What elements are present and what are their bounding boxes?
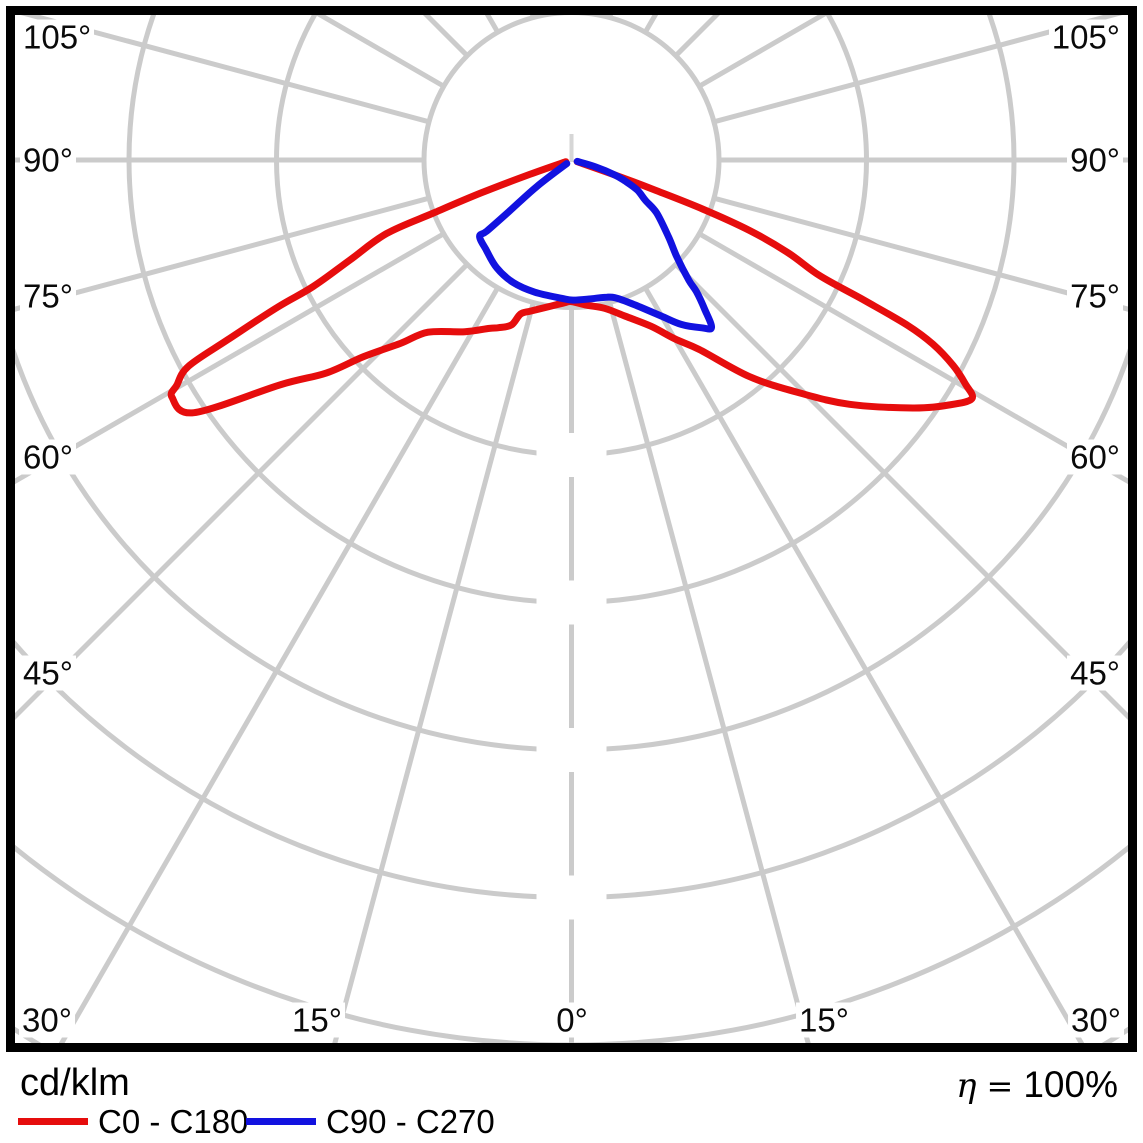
radial-label-box — [536, 875, 607, 920]
grid-spoke — [20, 15, 430, 125]
angle-label: 45° — [1067, 655, 1123, 691]
legend-swatch-0 — [18, 1117, 88, 1125]
equals-sign: = — [986, 1067, 1014, 1105]
grid-spoke — [332, 301, 536, 1044]
chart-footer: cd/klm C0 - C180 C90 - C270 η = 100% — [0, 1056, 1143, 1143]
angle-label: 60° — [1067, 439, 1123, 475]
angle-label: 0° — [553, 1002, 591, 1038]
angle-label: 30° — [19, 1002, 75, 1038]
angle-label: 105° — [1048, 19, 1123, 55]
legend-label: C90 - C270 — [326, 1102, 495, 1140]
angle-label: 90° — [20, 142, 76, 178]
grid-spoke — [607, 301, 811, 1044]
grid-spoke — [697, 231, 1128, 485]
legend-item: C90 - C270 — [246, 1104, 495, 1138]
chart-border — [6, 6, 1137, 1052]
grid-spoke — [713, 15, 1123, 125]
angle-label: 90° — [1067, 142, 1123, 178]
radial-label-box — [536, 433, 607, 477]
eta-symbol: η — [956, 1066, 977, 1106]
legend-label: C0 - C180 — [98, 1102, 249, 1140]
grid-spoke — [643, 286, 1085, 1044]
light-output-ratio: η = 100% — [956, 1064, 1118, 1106]
radial-unit-label: cd/klm — [20, 1062, 130, 1104]
grid-spoke — [15, 231, 446, 485]
grid-spoke — [58, 286, 500, 1044]
polar-grid — [15, 15, 1128, 1044]
angle-label: 60° — [20, 439, 76, 475]
curve-c0-c180 — [167, 158, 977, 417]
radial-label-box — [536, 728, 607, 772]
angle-label: 75° — [1067, 278, 1123, 314]
radial-label-box — [536, 580, 607, 625]
legend: C0 - C180 C90 - C270 — [0, 1056, 1143, 1143]
grid-spoke — [15, 195, 430, 312]
angle-label: 15° — [796, 1002, 852, 1038]
curve-c90-c270 — [476, 157, 716, 333]
angle-label: 75° — [20, 278, 76, 314]
angle-label: 15° — [289, 1002, 345, 1038]
legend-item: C0 - C180 — [18, 1104, 248, 1138]
angle-label: 45° — [20, 655, 76, 691]
angle-label: 105° — [20, 19, 95, 55]
grid-spoke — [713, 195, 1128, 312]
legend-swatch-1 — [246, 1117, 316, 1125]
angle-label: 30° — [1068, 1002, 1124, 1038]
efficiency-value: 100% — [1023, 1064, 1118, 1105]
polar-chart — [6, 6, 1137, 1052]
